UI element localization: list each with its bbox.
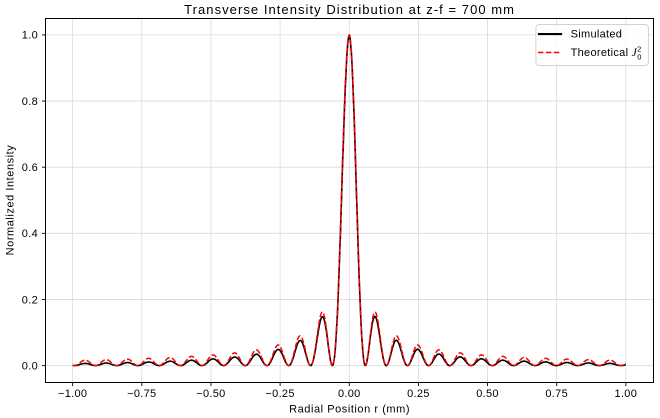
svg-text:Radial Position r (mm): Radial Position r (mm) bbox=[289, 404, 410, 416]
svg-text:0.2: 0.2 bbox=[22, 294, 38, 306]
svg-text:0.4: 0.4 bbox=[22, 228, 38, 240]
svg-text:Simulated: Simulated bbox=[571, 29, 623, 41]
svg-text:−0.75: −0.75 bbox=[127, 388, 156, 400]
svg-text:1.0: 1.0 bbox=[22, 30, 38, 42]
svg-text:Theoretical J20: Theoretical J2 0 bbox=[571, 45, 642, 62]
svg-text:−0.50: −0.50 bbox=[196, 388, 225, 400]
svg-text:0.0: 0.0 bbox=[22, 360, 38, 372]
svg-text:0.00: 0.00 bbox=[338, 388, 361, 400]
svg-text:0.50: 0.50 bbox=[476, 388, 499, 400]
svg-text:0.8: 0.8 bbox=[22, 96, 38, 108]
svg-text:−0.25: −0.25 bbox=[265, 388, 294, 400]
svg-text:Transverse Intensity Distribut: Transverse Intensity Distribution at z-f… bbox=[184, 2, 515, 17]
svg-text:0.25: 0.25 bbox=[407, 388, 430, 400]
svg-text:Normalized Intensity: Normalized Intensity bbox=[5, 145, 17, 256]
svg-text:0.6: 0.6 bbox=[22, 162, 38, 174]
svg-text:1.00: 1.00 bbox=[615, 388, 638, 400]
svg-text:−1.00: −1.00 bbox=[58, 388, 87, 400]
svg-text:0.75: 0.75 bbox=[545, 388, 568, 400]
